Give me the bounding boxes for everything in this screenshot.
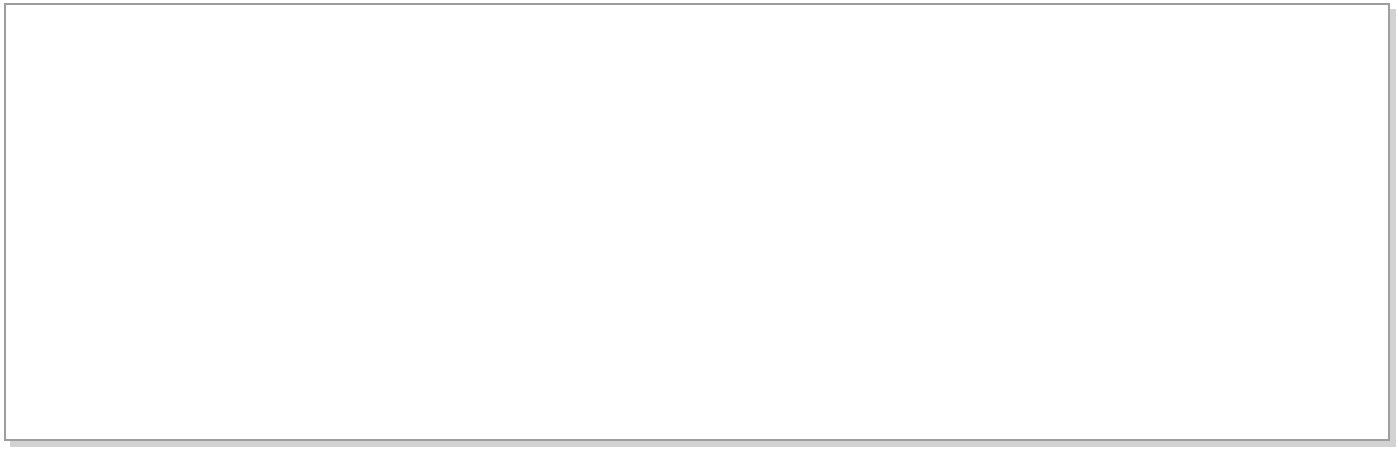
line-diamond-marker-icon: [520, 407, 582, 427]
bar-series-swatch-icon: [140, 409, 176, 426]
chart-legend: [0, 400, 1398, 434]
legend-item-bar-series: [140, 400, 182, 434]
line-square-marker-icon: [1036, 407, 1098, 427]
chart-frame: [4, 3, 1390, 441]
legend-item-private-line: [520, 400, 588, 434]
legend-item-national-line: [1036, 400, 1104, 434]
